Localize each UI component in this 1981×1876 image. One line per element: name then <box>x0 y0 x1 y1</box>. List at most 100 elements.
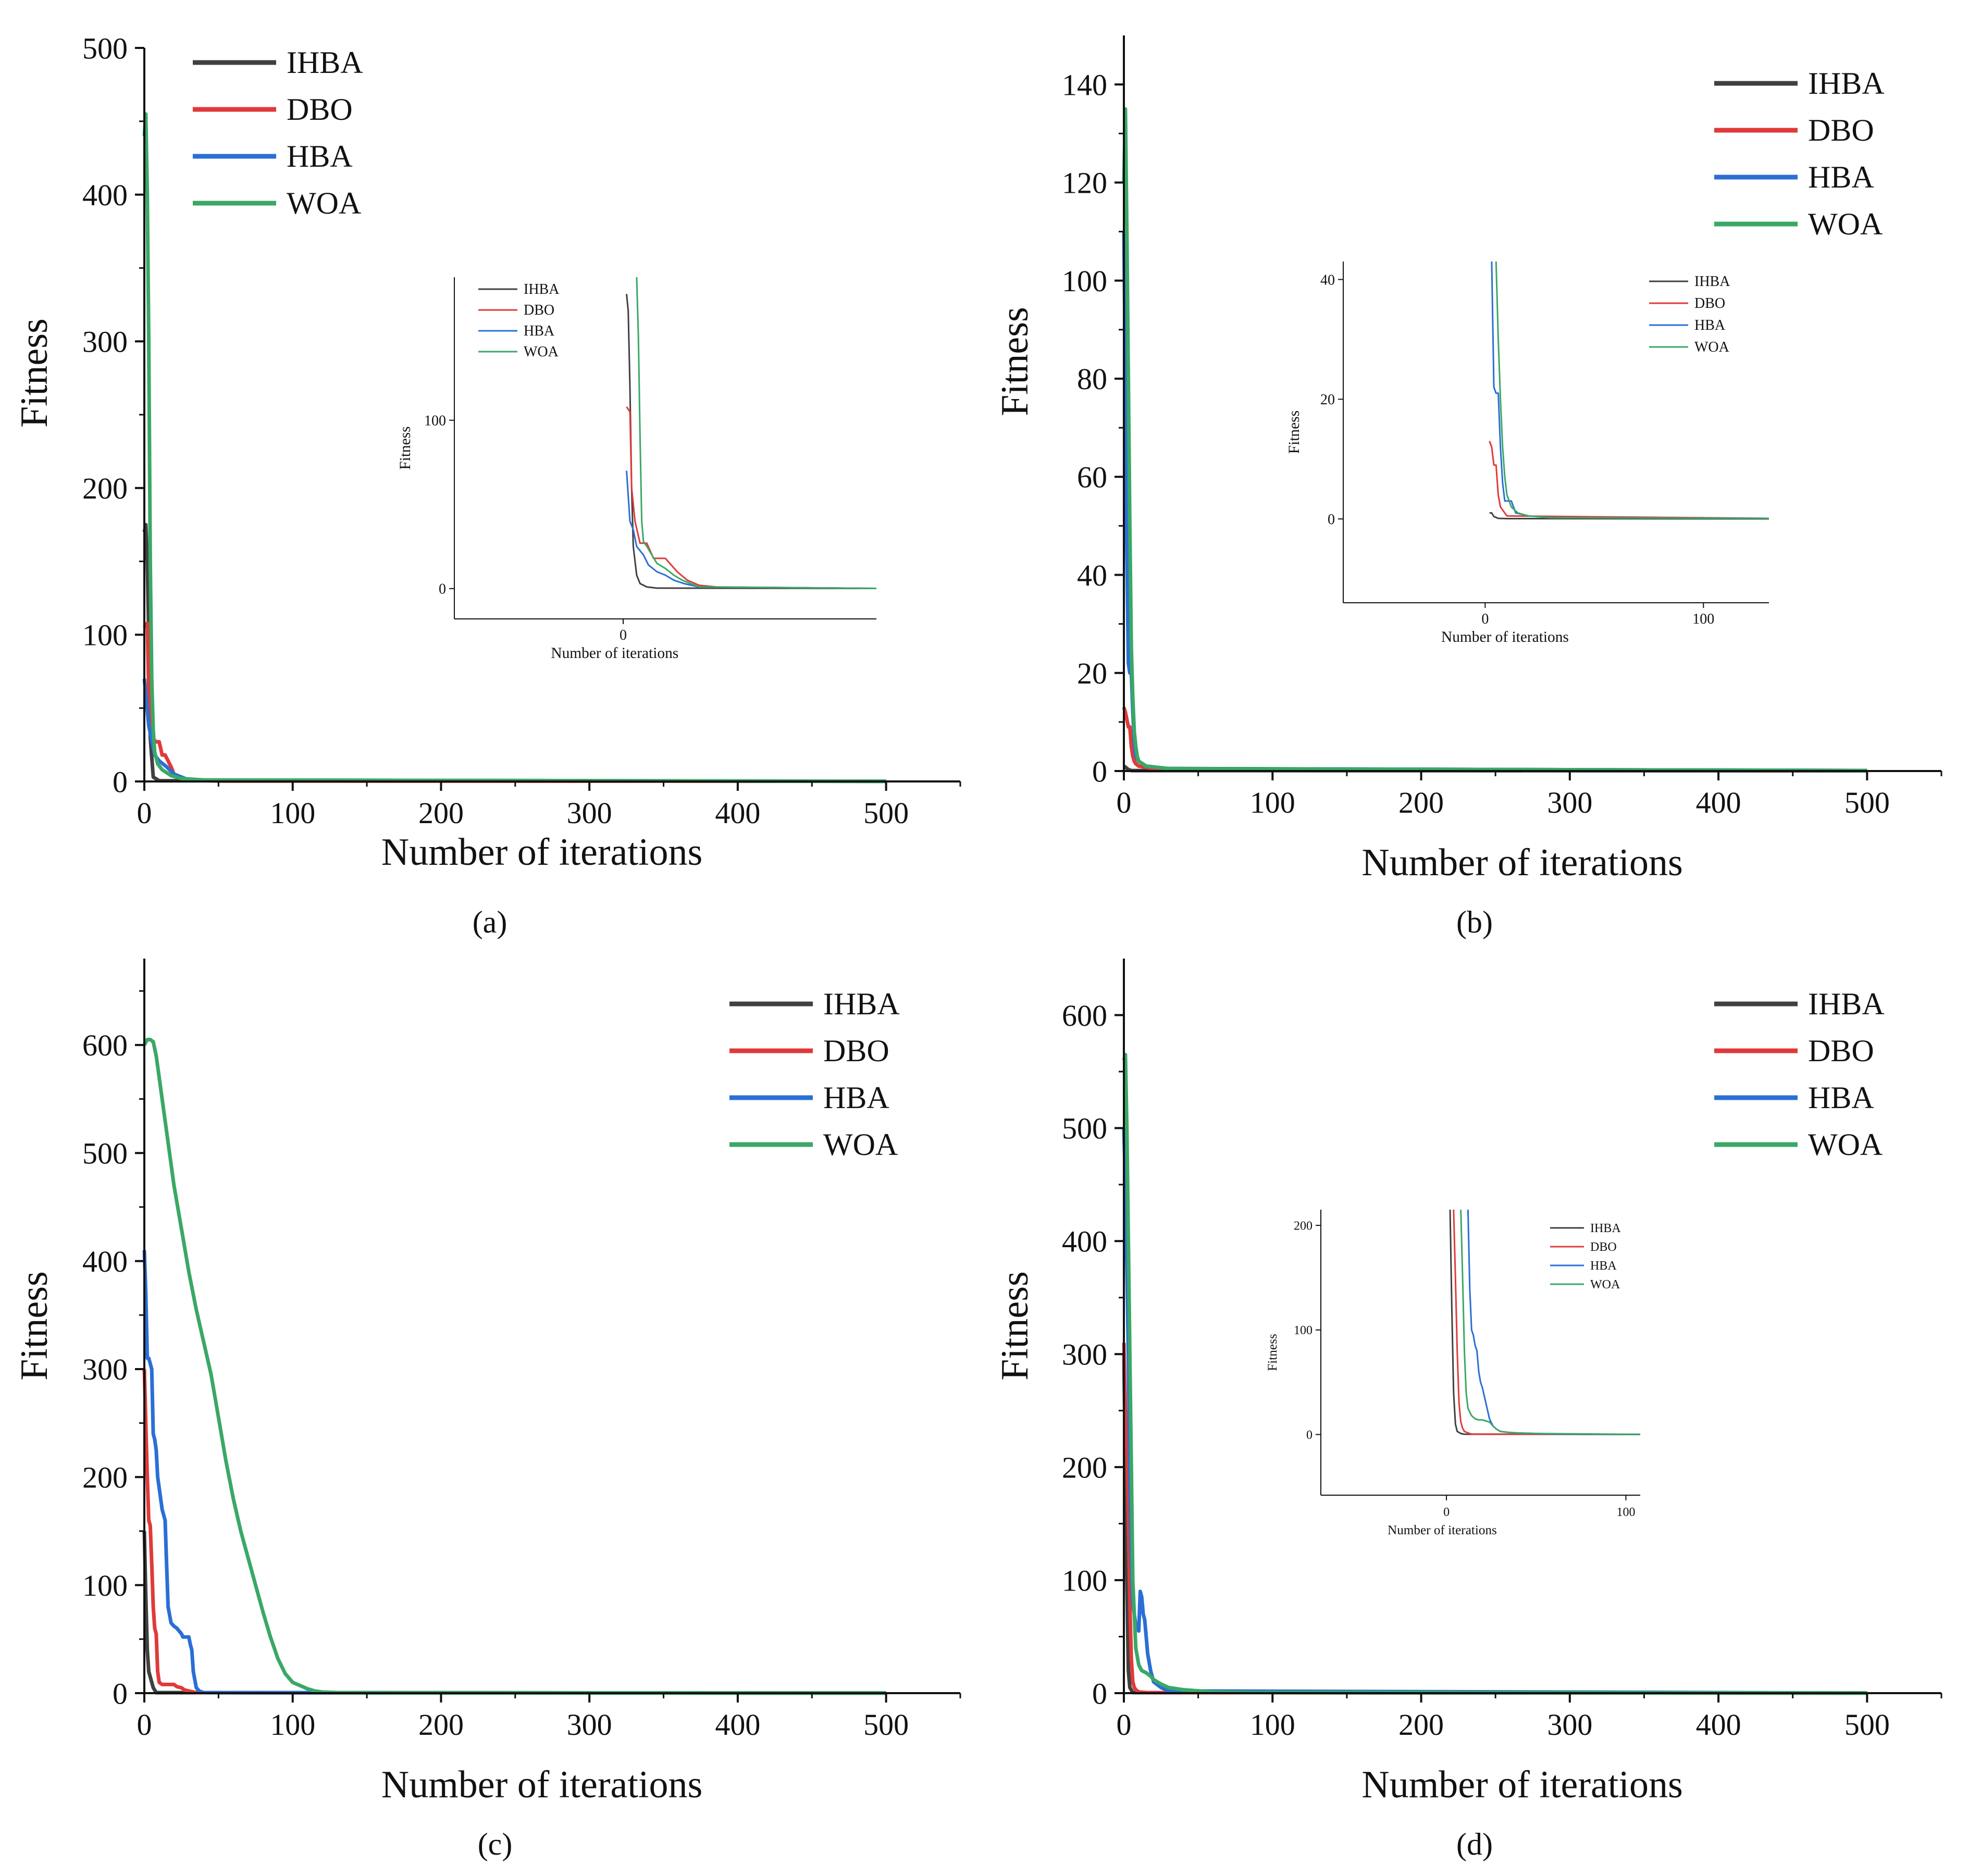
chart-panel-d: 0 100 200 300 400 500 0 100 200 300 400 500 600 Numbe… <box>994 959 1942 1806</box>
legend-label-hba: HBA <box>524 323 555 339</box>
series-group <box>142 1038 886 1695</box>
legend-label-dbo: DBO <box>1694 295 1725 312</box>
legend-label-dbo: DBO <box>1808 113 1874 147</box>
series-line-dbo <box>1453 1209 1641 1435</box>
series-line-dbo <box>1489 441 1769 519</box>
y-tick-label: 400 <box>1062 1225 1107 1259</box>
y-tick-label: 0 <box>1092 1676 1107 1710</box>
x-tick-label: 0 <box>1443 1506 1450 1519</box>
series-line-woa <box>1495 261 1769 519</box>
x-axis-title: Number of iterations <box>1441 629 1569 645</box>
x-tick-label: 200 <box>1398 786 1444 819</box>
legend-label-ihba: IHBA <box>1694 274 1730 290</box>
legend-label-woa: WOA <box>287 186 361 220</box>
y-tick-label: 100 <box>1294 1324 1313 1337</box>
legend-label-woa: WOA <box>524 344 559 360</box>
y-tick-label: 80 <box>1077 362 1107 396</box>
series-group <box>1489 261 1769 520</box>
y-tick-label: 20 <box>1077 656 1107 690</box>
legend: IHBA DBO HBA WOA <box>1550 1222 1621 1291</box>
panel-caption: (b) <box>1456 905 1493 939</box>
legend: IHBA DBO HBA WOA <box>1649 274 1730 355</box>
y-tick-label: 100 <box>82 1569 128 1602</box>
series-line-dbo <box>142 1369 886 1695</box>
x-tick-label: 0 <box>137 796 152 830</box>
x-axis-title: Number of iterations <box>381 1763 703 1806</box>
x-tick-label: 400 <box>715 1708 760 1742</box>
y-tick-label: 0 <box>439 581 446 598</box>
y-axis-title: Fitness <box>994 307 1036 416</box>
x-tick-label: 500 <box>863 796 909 830</box>
y-tick-label: 500 <box>82 1137 128 1171</box>
y-tick-label: 200 <box>82 1461 128 1495</box>
y-tick-label: 0 <box>1092 754 1107 788</box>
y-tick-label: 0 <box>113 765 128 799</box>
x-tick-label: 300 <box>567 796 612 830</box>
legend: IHBA DBO HBA WOA <box>1714 987 1885 1162</box>
legend-label-ihba: IHBA <box>823 987 900 1021</box>
series-line-dbo <box>1122 706 1867 773</box>
x-tick-label: 100 <box>1250 786 1295 819</box>
legend-label-dbo: DBO <box>524 302 554 318</box>
series-line-hba <box>626 470 877 589</box>
y-tick-label: 400 <box>82 178 128 212</box>
legend-label-woa: WOA <box>1808 1127 1883 1162</box>
series-group <box>142 112 886 784</box>
x-tick-label: 100 <box>270 796 315 830</box>
legend-label-hba: HBA <box>287 139 353 173</box>
series-line-ihba <box>626 294 877 589</box>
legend-label-ihba: IHBA <box>287 45 363 80</box>
chart-panel-a: 0 100 200 300 400 500 0 100 200 300 400 500 Number o… <box>13 31 961 874</box>
x-tick-label: 500 <box>863 1708 909 1742</box>
legend-label-hba: HBA <box>1808 1080 1874 1115</box>
legend-label-hba: HBA <box>1590 1259 1617 1273</box>
series-group <box>1122 1052 1867 1695</box>
y-tick-label: 140 <box>1062 68 1107 102</box>
y-tick-label: 40 <box>1077 558 1107 592</box>
x-tick-label: 100 <box>1616 1506 1635 1519</box>
chart-panel-c: 0 100 200 300 400 500 0 100 200 300 400 500 600 Numbe… <box>13 959 961 1806</box>
x-tick-label: 0 <box>620 627 627 643</box>
y-tick-label: 200 <box>82 471 128 505</box>
legend: IHBA DBO HBA WOA <box>729 987 900 1162</box>
y-axis-title: Fitness <box>13 1271 56 1381</box>
series-line-woa <box>636 277 877 589</box>
series-line-hba <box>1491 261 1769 519</box>
y-tick-label: 100 <box>1062 1563 1107 1597</box>
y-tick-label: 0 <box>1328 512 1335 528</box>
y-tick-label: 60 <box>1077 461 1107 494</box>
legend-label-dbo: DBO <box>1590 1240 1617 1254</box>
inset-chart: 0 100 0 100 200 Number of iterations Fitness IH… <box>1266 1209 1641 1537</box>
y-tick-label: 400 <box>82 1245 128 1278</box>
series-line-dbo <box>626 406 877 589</box>
y-axis-title: Fitness <box>397 426 414 469</box>
legend-label-ihba: IHBA <box>1590 1222 1621 1235</box>
x-axis-title: Number of iterations <box>551 645 678 662</box>
x-tick-label: 200 <box>418 796 464 830</box>
x-tick-label: 400 <box>1696 786 1741 819</box>
x-tick-label: 100 <box>270 1708 315 1742</box>
x-axis-title: Number of iterations <box>1361 1763 1683 1806</box>
y-tick-label: 300 <box>82 1352 128 1386</box>
series-group <box>626 277 877 589</box>
series-line-woa <box>142 1038 886 1695</box>
legend: IHBA DBO HBA WOA <box>1714 66 1885 241</box>
series-line-ihba <box>142 523 886 784</box>
x-axis-title: Number of iterations <box>1361 841 1683 884</box>
y-tick-label: 200 <box>1294 1220 1313 1233</box>
series-line-dbo <box>143 621 886 784</box>
x-tick-label: 500 <box>1844 786 1890 819</box>
panel-caption: (a) <box>473 905 507 939</box>
series-line-hba <box>142 678 886 784</box>
y-tick-label: 100 <box>82 618 128 652</box>
y-tick-label: 0 <box>1306 1428 1313 1442</box>
y-tick-label: 200 <box>1062 1450 1107 1484</box>
inset-chart: 0 0 100 Number of iterations Fitness IHBA DBO H… <box>397 277 877 662</box>
legend-label-dbo: DBO <box>287 92 353 127</box>
y-axis-title: Fitness <box>994 1271 1036 1381</box>
series-line-woa <box>1122 1052 1867 1695</box>
series-line-woa <box>1460 1209 1641 1435</box>
series-line-dbo <box>1122 1343 1867 1695</box>
y-axis-title: Fitness <box>13 318 56 428</box>
